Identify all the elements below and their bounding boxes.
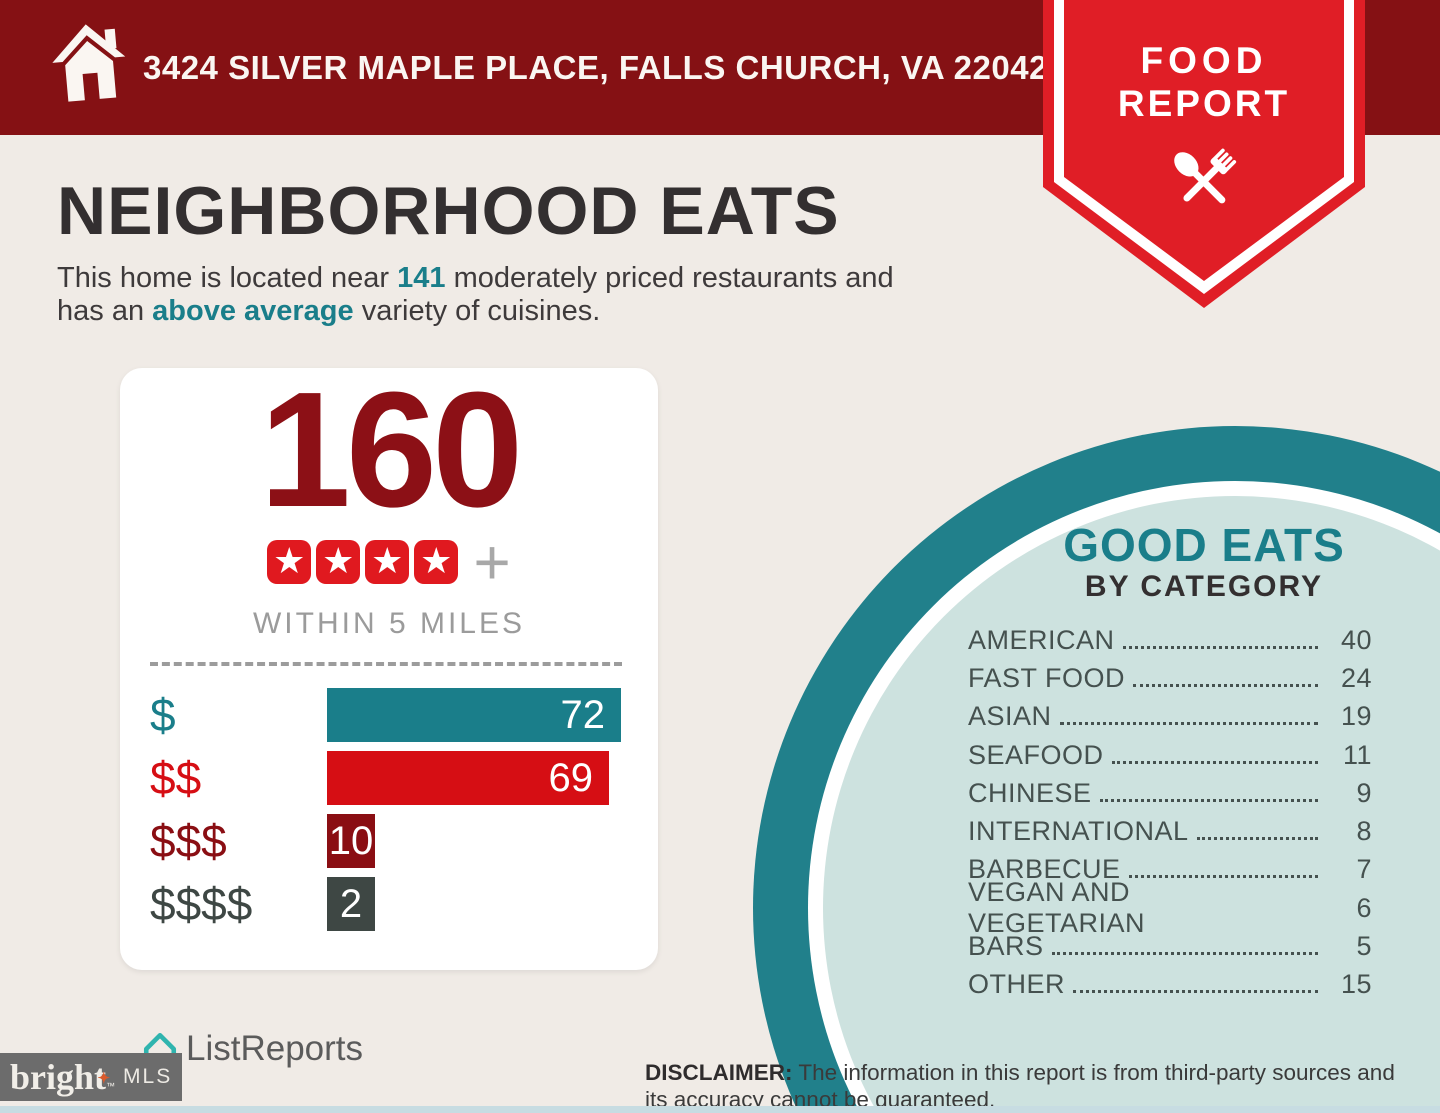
category-row: BARBECUE 7 [968, 851, 1372, 889]
disclaimer-label: DISCLAIMER: [645, 1059, 793, 1085]
price-tier-label: $$ [150, 752, 202, 804]
category-value: 15 [1340, 969, 1372, 1000]
star-icon: ★ [267, 540, 312, 584]
good-eats-category-list: AMERICAN 40 FAST FOOD 24 ASIAN 19 SEAFOOD 11 CHI… [968, 621, 1372, 1004]
category-label: BARBECUE [968, 854, 1121, 885]
price-tier-label: $$$ [150, 815, 227, 867]
mls-label: MLS [123, 1065, 173, 1088]
food-report-badge: FOOD REPORT [1043, 0, 1365, 308]
dotted-leader [1122, 645, 1318, 649]
price-tier-bar: 69 [327, 751, 609, 805]
star-icon: ★ [414, 540, 459, 584]
variety-highlight: above average [152, 295, 354, 327]
dotted-leader [1133, 683, 1318, 687]
category-value: 8 [1356, 816, 1372, 847]
badge-line2: REPORT [1117, 83, 1291, 124]
dotted-leader [1099, 798, 1318, 802]
category-row: FAST FOOD 24 [968, 659, 1372, 697]
bright-wordmark: bright ✦ [10, 1053, 110, 1101]
price-tier-value: 69 [548, 755, 594, 800]
category-value: 19 [1340, 701, 1372, 732]
price-tier-row: $72 [150, 688, 658, 742]
category-row: OTHER 15 [968, 966, 1372, 1004]
spoon-fork-icon [1174, 148, 1237, 204]
price-tier-bar: 2 [327, 877, 375, 931]
page-title: NEIGHBORHOOD EATS [57, 173, 840, 249]
dotted-leader [1073, 990, 1318, 994]
category-value: 6 [1356, 892, 1372, 923]
rating-stars-row: ★ ★ ★ ★ + [120, 526, 658, 598]
restaurant-stats-card: 160 ★ ★ ★ ★ + WITHIN 5 MILES $72 $$ 69 $$$ 10 $$$… [120, 368, 658, 970]
restaurant-total-count: 160 [259, 358, 524, 541]
price-tier-value: 72 [560, 692, 606, 737]
category-value: 7 [1356, 854, 1372, 885]
sparkle-icon: ✦ [97, 1071, 111, 1087]
category-value: 5 [1356, 931, 1372, 962]
category-label: CHINESE [968, 777, 1092, 808]
category-value: 24 [1340, 662, 1372, 693]
good-eats-title: GOOD EATS [1063, 519, 1345, 571]
category-label: AMERICAN [968, 624, 1115, 655]
price-tier-label: $$$$ [150, 878, 253, 930]
category-value: 40 [1340, 624, 1372, 655]
intro-line-1: This home is located near 141 moderately… [57, 262, 894, 294]
intro-line-2: has an above average variety of cuisines… [57, 295, 601, 327]
home-icon [52, 24, 126, 102]
category-value: 9 [1356, 777, 1372, 808]
bright-mls-watermark: bright ✦ ™ MLS [0, 1053, 182, 1101]
category-row: BARS 5 [968, 927, 1372, 965]
dotted-leader [1051, 952, 1318, 956]
dotted-leader [1059, 722, 1318, 726]
dashed-divider [150, 662, 622, 666]
category-row: ASIAN 19 [968, 698, 1372, 736]
good-eats-subtitle: BY CATEGORY [1084, 570, 1324, 603]
radius-label: WITHIN 5 MILES [252, 607, 526, 640]
trademark-symbol: ™ [106, 1081, 116, 1091]
category-label: VEGAN AND VEGETARIAN [968, 877, 1146, 939]
badge-line1: FOOD [1140, 40, 1268, 81]
price-tier-bar: 10 [327, 814, 375, 868]
dotted-leader [1111, 760, 1318, 764]
bottom-accent-strip [0, 1106, 1440, 1113]
intro-paragraph: This home is located near 141 moderately… [57, 262, 894, 328]
price-tier-row: $$ 69 [150, 751, 658, 805]
category-row: CHINESE 9 [968, 774, 1372, 812]
category-label: FAST FOOD [968, 662, 1126, 693]
disclaimer-text: DISCLAIMER: The information in this repo… [645, 1059, 1395, 1112]
category-label: SEAFOOD [968, 739, 1104, 770]
property-address: 3424 SILVER MAPLE PLACE, FALLS CHURCH, V… [143, 48, 1048, 86]
price-tier-row: $$$ 10 [150, 814, 658, 868]
star-icon: ★ [316, 540, 361, 584]
price-tier-bars: $72 $$ 69 $$$ 10 $$$$ 2 [150, 688, 658, 940]
price-tier-label: $ [150, 689, 176, 741]
category-row: VEGAN AND VEGETARIAN 6 [968, 877, 1372, 938]
price-tier-row: $$$$ 2 [150, 877, 658, 931]
category-label: BARS [968, 931, 1044, 962]
price-tier-value: 10 [328, 818, 374, 863]
category-label: OTHER [968, 969, 1065, 1000]
category-row: AMERICAN 40 [968, 621, 1372, 659]
price-tier-bar: 72 [327, 688, 621, 742]
category-label: INTERNATIONAL [968, 816, 1189, 847]
category-row: SEAFOOD 11 [968, 736, 1372, 774]
category-row: INTERNATIONAL 8 [968, 812, 1372, 850]
restaurant-count-highlight: 141 [397, 262, 446, 294]
star-icon: ★ [365, 540, 410, 584]
listreports-wordmark: ListReports [186, 1029, 364, 1068]
dotted-leader [1196, 837, 1318, 841]
category-value: 11 [1342, 739, 1372, 770]
plus-icon: + [473, 526, 511, 598]
price-tier-value: 2 [339, 881, 363, 926]
category-label: ASIAN [968, 701, 1052, 732]
dotted-leader [1128, 875, 1318, 879]
